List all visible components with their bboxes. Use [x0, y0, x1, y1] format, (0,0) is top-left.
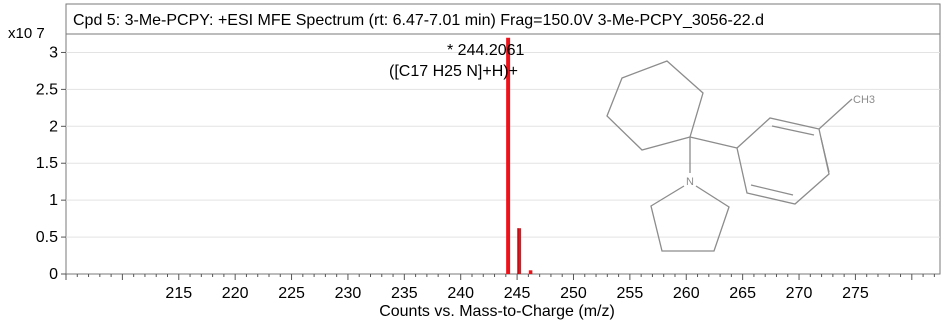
chart-title: Cpd 5: 3-Me-PCPY: +ESI MFE Spectrum (rt:… [73, 12, 764, 29]
x-tick-label: 260 [673, 285, 700, 302]
benzene-double-bond-3 [750, 184, 794, 196]
benzene-ring [736, 117, 830, 205]
y-multiplier-label: x10 7 [8, 25, 45, 42]
y-tick-label: 1.5 [36, 155, 58, 172]
peak-formula-label: ([C17 H25 N]+H)+ [389, 63, 518, 80]
y-tick-label: 1 [49, 192, 58, 209]
cyclohexane-ring [606, 60, 704, 151]
x-tick-label: 265 [729, 285, 756, 302]
benzene-double-bond-1 [771, 125, 815, 136]
peaks [506, 37, 533, 274]
x-tick-label: 240 [447, 285, 474, 302]
x-tick-label: 215 [165, 285, 192, 302]
bond-c-aryl [689, 136, 738, 149]
nitrogen-atom-label: N [686, 176, 694, 188]
x-tick-label: 275 [842, 285, 869, 302]
y-tick-label: 2 [49, 118, 58, 135]
x-tick-label: 250 [560, 285, 587, 302]
peak-mz-label: * 244.2061 [447, 42, 525, 59]
chemical-structure [606, 60, 853, 252]
x-axis: 215 220 225 230 235 240 245 250 255 260 265 270 275 [65, 274, 935, 302]
y-axis: 0 0.5 1 1.5 2 2.5 3 [36, 44, 66, 283]
x-tick-label: 235 [391, 285, 418, 302]
y-tick-label: 0.5 [36, 229, 58, 246]
benzene-double-bond-2 [820, 137, 830, 173]
x-tick-label: 220 [222, 285, 249, 302]
x-tick-label: 255 [617, 285, 644, 302]
methyl-group-label: CH3 [853, 94, 875, 106]
gridlines [66, 51, 940, 238]
y-tick-label: 3 [49, 44, 58, 61]
x-tick-label: 225 [278, 285, 305, 302]
plot-area [65, 33, 941, 275]
title-box [65, 3, 941, 35]
pyrrolidine-ring [650, 185, 730, 252]
y-tick-label: 0 [49, 266, 58, 283]
x-tick-label: 245 [504, 285, 531, 302]
bond-methyl [818, 98, 853, 130]
x-tick-label: 270 [786, 285, 813, 302]
y-tick-label: 2.5 [36, 81, 58, 98]
x-axis-label: Counts vs. Mass-to-Charge (m/z) [379, 303, 615, 320]
x-tick-label: 230 [335, 285, 362, 302]
